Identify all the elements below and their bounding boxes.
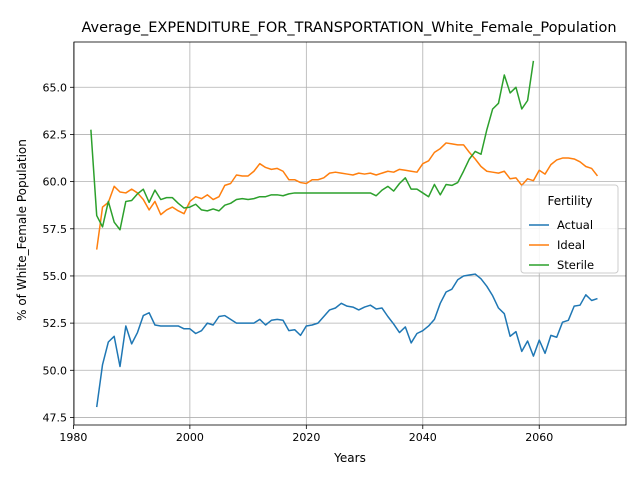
x-tick-label: 2040 — [409, 431, 437, 444]
y-axis-label: % of White_Female Population — [15, 139, 29, 321]
chart-title: Average_EXPENDITURE_FOR_TRANSPORTATION_W… — [81, 20, 616, 36]
y-tick-label: 62.5 — [43, 128, 68, 141]
x-tick-label: 2000 — [176, 431, 204, 444]
series-line-actual — [95, 273, 598, 408]
series-line-ideal — [95, 142, 599, 250]
plot-frame — [73, 41, 627, 426]
x-tick-label: 2060 — [525, 431, 553, 444]
y-tick-label: 60.0 — [43, 176, 68, 189]
series-line-sterile — [90, 60, 535, 231]
legend-label-sterile: Sterile — [557, 258, 594, 272]
legend-label-actual: Actual — [557, 218, 593, 232]
legend-title: Fertility — [547, 194, 592, 208]
y-tick-label: 65.0 — [43, 81, 68, 94]
legend-items: Actual Ideal Sterile — [529, 218, 594, 272]
series-layer — [90, 60, 599, 408]
y-tick-label: 52.5 — [43, 317, 68, 330]
x-tick-label: 2020 — [292, 431, 320, 444]
y-tick-label: 57.5 — [43, 223, 68, 236]
x-axis: 1980 2000 2020 2040 2060 — [59, 425, 553, 444]
x-axis-label: Years — [333, 451, 366, 465]
y-tick-label: 50.0 — [43, 364, 68, 377]
y-axis: 47.5 50.0 52.5 55.0 57.5 60.0 62.5 65.0 — [43, 81, 74, 424]
legend-box — [520, 184, 619, 274]
legend-label-ideal: Ideal — [557, 238, 585, 252]
legend: Fertility Actual Ideal Sterile — [520, 184, 619, 274]
x-tick-label: 1980 — [59, 431, 87, 444]
y-tick-label: 55.0 — [43, 270, 68, 283]
y-tick-label: 47.5 — [43, 411, 68, 424]
